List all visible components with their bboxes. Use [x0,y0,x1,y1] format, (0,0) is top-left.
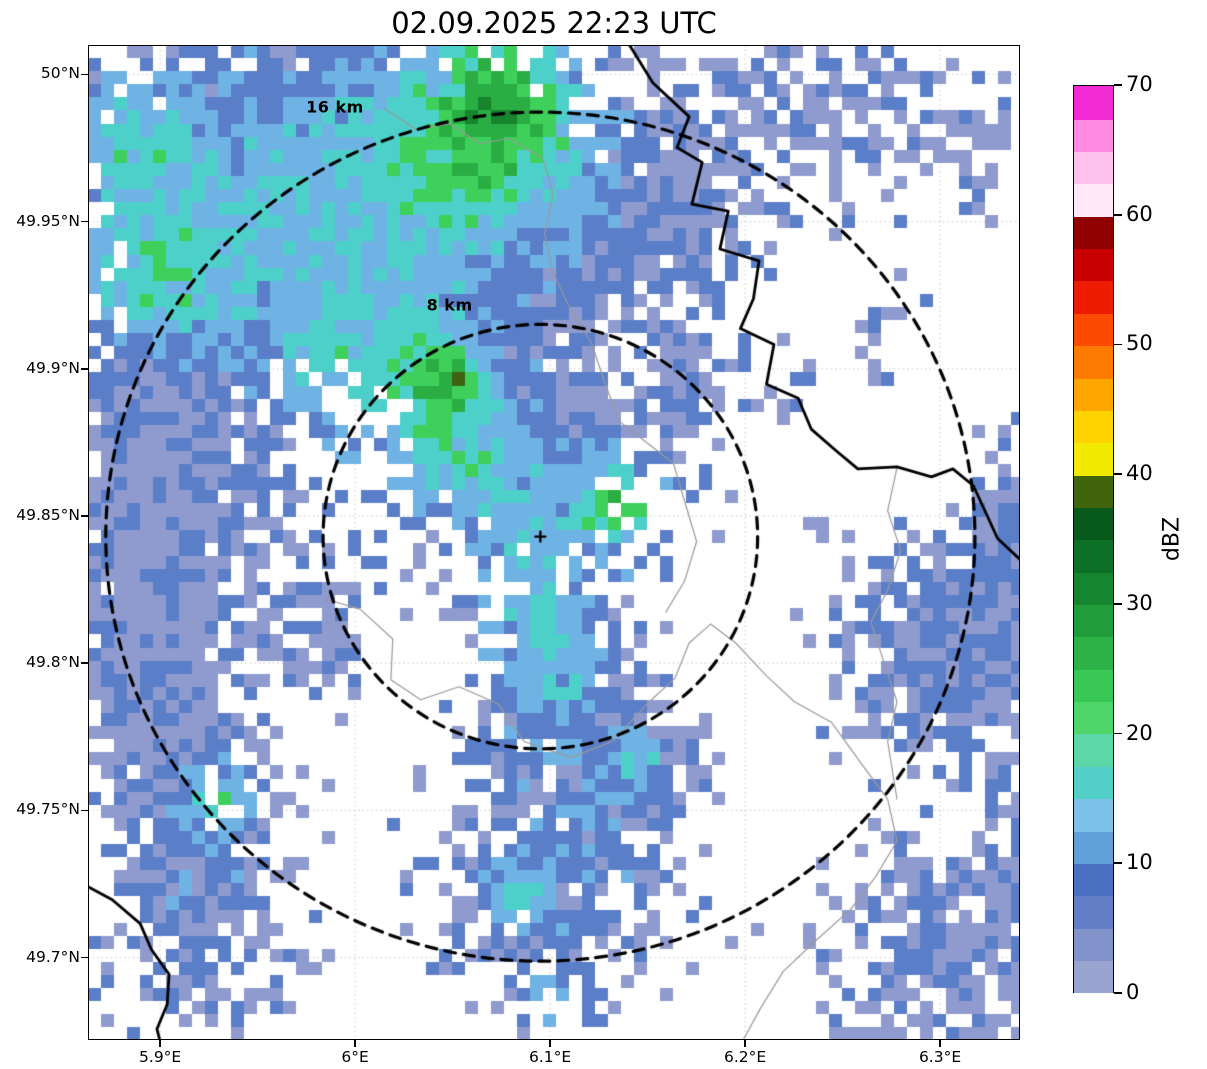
colorbar-segment [1074,733,1113,767]
colorbar-segment [1074,894,1113,929]
colorbar-tick-mark [1114,603,1122,605]
colorbar-segment [1074,312,1113,347]
colorbar-tick-mark [1114,992,1122,994]
colorbar-tick-label: 40 [1126,461,1153,486]
colorbar-segment [1074,636,1113,670]
x-tick-mark [744,1040,746,1047]
y-tick-mark [81,809,88,812]
y-tick-label: 49.85°N [16,506,80,524]
colorbar-segment [1074,797,1113,832]
colorbar-segment [1074,700,1113,735]
y-tick-label: 49.7°N [26,947,80,966]
colorbar-tick-label: 70 [1126,72,1153,96]
y-tick-mark [81,662,88,664]
y-tick-mark [81,220,88,223]
colorbar-segment [1074,183,1113,217]
colorbar-segment [1074,571,1113,606]
colorbar-tick-label: 0 [1126,980,1140,1004]
colorbar-segment [1074,280,1113,314]
colorbar-axis-label: dBZ [1159,516,1185,562]
x-tick-label: 6.1°E [528,1048,572,1066]
colorbar-segment [1074,830,1113,864]
colorbar-segment [1074,506,1113,541]
colorbar-segment [1074,959,1113,994]
colorbar-segment [1074,215,1113,250]
x-tick-mark [549,1040,551,1047]
colorbar [1073,85,1114,994]
y-tick-mark [81,73,88,76]
colorbar-tick-label: 30 [1126,590,1153,615]
colorbar-tick-mark [1114,862,1122,865]
colorbar-segment [1074,603,1113,638]
colorbar-tick-mark [1114,343,1122,346]
colorbar-segment [1074,409,1113,444]
range-ring-label-16km: 16 km [306,97,364,117]
radar-map-canvas [88,45,1020,1040]
colorbar-segment [1074,668,1113,703]
colorbar-segment [1074,344,1113,379]
x-tick-label: 6.3°E [918,1048,962,1066]
colorbar-tick-mark [1114,213,1122,216]
colorbar-tick-mark [1114,473,1122,475]
range-ring-label-8km: 8 km [426,295,473,315]
x-tick-label: 6.2°E [723,1048,767,1066]
x-tick-label: 5.9°E [139,1048,182,1066]
colorbar-tick-label: 50 [1126,331,1153,356]
figure-title: 02.09.2025 22:23 UTC [391,6,717,40]
y-tick-label: 49.9°N [26,358,80,377]
colorbar-segment [1074,118,1113,153]
y-tick-label: 49.8°N [26,653,80,672]
colorbar-segment [1074,441,1113,476]
y-tick-mark [81,368,88,370]
colorbar-segment [1074,474,1113,508]
x-tick-mark [159,1040,161,1047]
colorbar-segment [1074,765,1113,800]
colorbar-gradient [1074,86,1113,994]
x-tick-mark [354,1040,356,1047]
colorbar-tick-label: 60 [1126,201,1153,226]
y-tick-label: 49.75°N [16,800,80,819]
y-tick-mark [81,515,88,517]
colorbar-segment [1074,247,1113,282]
y-tick-mark [81,956,88,959]
colorbar-segment [1074,86,1113,120]
colorbar-segment [1074,862,1113,897]
colorbar-tick-mark [1114,84,1122,86]
colorbar-segment [1074,927,1113,961]
colorbar-tick-mark [1114,732,1122,735]
colorbar-segment [1074,539,1113,573]
colorbar-segment [1074,150,1113,185]
colorbar-tick-label: 20 [1126,720,1153,745]
x-tick-mark [939,1040,941,1047]
x-tick-label: 6°E [341,1048,369,1066]
y-tick-label: 50°N [40,64,80,83]
colorbar-tick-label: 10 [1126,850,1153,875]
y-tick-label: 49.95°N [16,211,80,230]
colorbar-segment [1074,377,1113,411]
